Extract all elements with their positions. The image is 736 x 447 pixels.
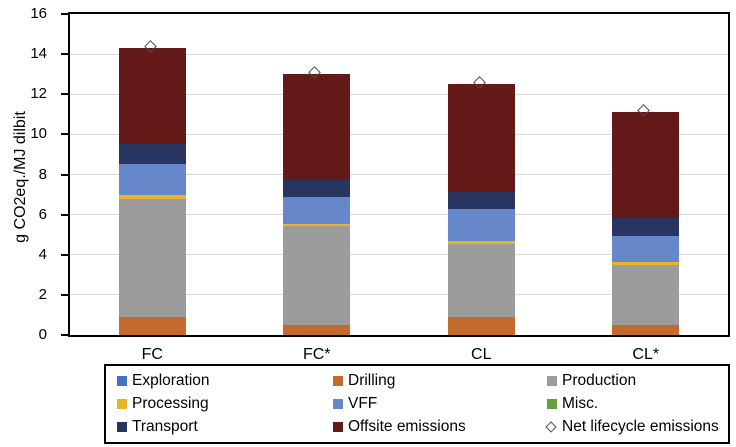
legend-label: Processing xyxy=(132,394,209,412)
legend-label: VFF xyxy=(348,394,378,412)
y-tick-mark xyxy=(61,53,68,56)
gridline xyxy=(70,254,728,256)
y-tick-label: 2 xyxy=(38,285,47,303)
x-category-label-FC: FC xyxy=(141,346,163,363)
bar-segment-processing-CL xyxy=(447,240,515,244)
x-category-label-FCs: FC* xyxy=(302,346,331,363)
bar-segment-vff-FCs xyxy=(283,196,351,224)
plot-area xyxy=(68,12,730,337)
bar-segment-offsite-emissions-FC xyxy=(118,48,186,145)
y-tick-mark xyxy=(61,253,68,256)
legend-swatch-icon xyxy=(547,398,557,409)
legend-swatch-icon xyxy=(333,422,343,433)
y-tick-label: 14 xyxy=(30,45,47,63)
y-tick-mark xyxy=(61,93,68,96)
bar-segment-offsite-emissions-CLs xyxy=(612,112,680,218)
bar-segment-vff-CL xyxy=(447,208,515,241)
bar-segment-drilling-FC xyxy=(118,316,186,335)
gridline xyxy=(70,53,728,55)
bar-segment-production-CL xyxy=(447,243,515,317)
bar-segment-vff-CLs xyxy=(612,235,680,262)
legend-swatch-icon xyxy=(117,422,127,433)
legend-item-transport: Transport xyxy=(117,418,333,436)
gridline xyxy=(70,133,728,135)
x-category-label-CL: CL xyxy=(471,346,492,363)
chart-legend: Exploration Drilling Production Processing V… xyxy=(104,364,730,444)
y-tick-label: 16 xyxy=(30,5,47,22)
plot-inner xyxy=(70,14,728,335)
y-tick-mark xyxy=(61,293,68,296)
legend-item-net-lifecycle-emissions: Net lifecycle emissions xyxy=(545,418,726,436)
legend-swatch-icon xyxy=(333,398,343,409)
legend-label: Offsite emissions xyxy=(348,418,466,436)
bar-segment-transport-CL xyxy=(447,191,515,209)
bar-segment-production-CLs xyxy=(612,264,680,325)
legend-swatch-icon xyxy=(333,375,343,386)
legend-label: Production xyxy=(562,371,637,389)
gridline xyxy=(70,214,728,216)
bar-segment-vff-FC xyxy=(118,164,186,195)
gridline xyxy=(70,93,728,95)
x-category-label-CLs: CL* xyxy=(632,346,660,363)
bar-segment-processing-FCs xyxy=(283,223,351,226)
bar-segment-processing-CLs xyxy=(612,261,680,265)
bar-segment-transport-FC xyxy=(118,144,186,165)
legend-label: Net lifecycle emissions xyxy=(562,418,719,436)
legend-label: Exploration xyxy=(132,371,210,389)
y-tick-label: 10 xyxy=(30,125,47,143)
bar-segment-transport-CLs xyxy=(612,217,680,236)
y-tick-label: 12 xyxy=(30,85,47,103)
y-tick-mark xyxy=(61,173,68,176)
bar-segment-production-FCs xyxy=(283,225,351,325)
legend-swatch-icon xyxy=(117,375,127,386)
legend-swatch-icon xyxy=(117,398,127,409)
bar-segment-offsite-emissions-CL xyxy=(447,84,515,192)
bar-segment-drilling-FCs xyxy=(283,324,351,335)
open-diamond-icon xyxy=(545,421,557,433)
legend-item-processing: Processing xyxy=(117,395,333,413)
bar-segment-drilling-CL xyxy=(447,316,515,335)
bar-segment-drilling-CLs xyxy=(612,324,680,335)
legend-label: Transport xyxy=(132,418,198,436)
gridline xyxy=(70,174,728,175)
y-tick-label: 6 xyxy=(38,205,47,223)
legend-item-exploration: Exploration xyxy=(117,372,333,390)
y-tick-mark xyxy=(61,133,68,136)
y-tick-mark xyxy=(61,213,68,216)
legend-swatch-icon xyxy=(547,375,557,386)
gridline xyxy=(70,294,728,296)
y-tick-mark xyxy=(61,13,68,15)
bar-segment-production-FC xyxy=(118,198,186,317)
legend-item-drilling: Drilling xyxy=(333,372,547,390)
legend-label: Drilling xyxy=(348,371,396,389)
bar-segment-transport-FCs xyxy=(283,179,351,197)
y-tick-label: 4 xyxy=(38,245,47,263)
bar-segment-offsite-emissions-FCs xyxy=(283,74,351,180)
legend-item-vff: VFF xyxy=(333,395,547,413)
y-tick-mark xyxy=(61,334,68,336)
legend-item-production: Production xyxy=(547,372,726,390)
y-tick-label: 8 xyxy=(38,165,47,183)
bar-segment-processing-FC xyxy=(118,194,186,199)
y-tick-label: 0 xyxy=(38,326,47,343)
legend-item-misc: Misc. xyxy=(547,395,726,413)
legend-label: Misc. xyxy=(562,394,599,412)
legend-item-offsite-emissions: Offsite emissions xyxy=(333,418,547,436)
